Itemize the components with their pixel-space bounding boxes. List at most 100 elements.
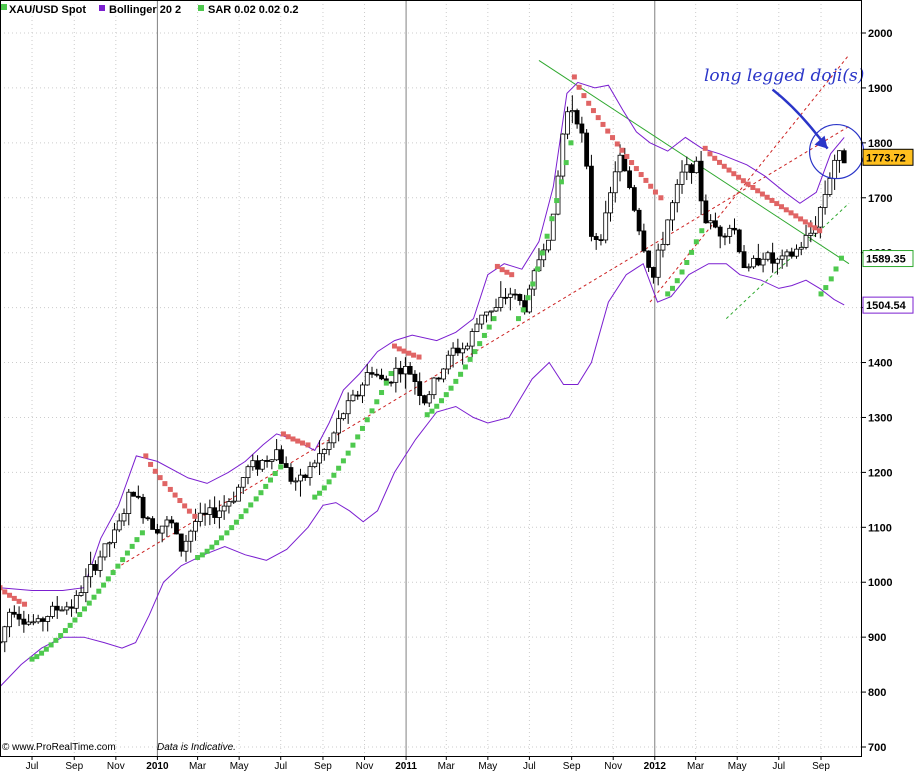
price-label-layer: 1773.72 1589.35 1504.54 (862, 148, 914, 314)
legend-swatch-sar (198, 5, 204, 11)
sar-marker (62, 628, 68, 634)
candle-body (135, 495, 141, 498)
sar-marker (305, 442, 311, 448)
sar-marker (58, 633, 64, 639)
sar-marker (658, 195, 664, 201)
candle-body (584, 132, 590, 167)
sar-marker (53, 637, 59, 643)
candle-body (188, 530, 194, 542)
x-tick-label: May (728, 761, 747, 772)
sar-marker (157, 475, 163, 481)
sar-marker (224, 530, 230, 536)
candle-body (360, 384, 365, 397)
sar-marker (779, 204, 785, 210)
candle-body (240, 477, 246, 488)
candle-body (660, 243, 666, 251)
candle-body (379, 374, 384, 380)
candle-body (417, 381, 423, 397)
price-label-box (862, 250, 914, 268)
annotation-text: long legged doji(s) (704, 66, 864, 86)
x-tick-label: Sep (314, 761, 332, 772)
sar-marker (152, 468, 158, 474)
candle-body (507, 293, 513, 298)
candle-body (264, 459, 270, 462)
candle-body (112, 529, 117, 544)
candle-body (503, 296, 508, 299)
sar-marker (648, 183, 654, 189)
candle-body (770, 252, 776, 264)
candle-body (579, 123, 585, 134)
sar-marker (110, 570, 116, 576)
sar-marker (22, 601, 28, 607)
trendline (725, 202, 850, 319)
candle-body (817, 207, 823, 228)
sar-marker (429, 408, 435, 414)
sar-marker (148, 461, 154, 467)
sar-marker (750, 184, 756, 190)
y-tick-label: 800 (868, 687, 886, 699)
sar-marker (199, 552, 205, 558)
candle-body (398, 367, 404, 375)
x-tick-label: Mar (687, 761, 705, 772)
x-tick-label: 2010 (146, 761, 169, 772)
sar-marker (702, 145, 708, 151)
candle-body (560, 133, 566, 177)
sar-marker (434, 403, 440, 409)
sar-marker (218, 535, 224, 541)
sar-marker (272, 471, 278, 477)
candle-body (746, 266, 752, 269)
candle-body (455, 347, 461, 354)
sar-marker (535, 266, 541, 272)
candle-body (278, 449, 284, 464)
sar-marker (391, 343, 397, 349)
sar-marker (774, 201, 780, 207)
candle-body (641, 230, 647, 252)
candle-body (30, 621, 36, 624)
candle-body (92, 564, 98, 571)
candle-body (150, 518, 156, 530)
sar-marker (2, 589, 8, 595)
candle-body (808, 232, 814, 236)
candle-body (388, 381, 394, 384)
candle-body (450, 347, 456, 356)
candle-body (336, 418, 342, 434)
candle-body (21, 618, 27, 625)
candle-body (488, 310, 494, 313)
x-tick-label: Jul (26, 761, 39, 772)
x-tick-label: Mar (189, 761, 207, 772)
candle-body (670, 202, 675, 221)
sar-marker (326, 479, 332, 485)
sar-marker (486, 324, 492, 330)
sar-marker (364, 417, 370, 423)
y-tick-label: 1400 (868, 358, 892, 370)
sar-marker (248, 502, 254, 508)
candle-body (546, 239, 551, 251)
sar-marker (388, 371, 394, 377)
candle-body (636, 209, 642, 232)
sar-marker (172, 492, 178, 498)
legend-bollinger: Bollinger 20 2 (109, 4, 181, 16)
candle-body (236, 486, 241, 502)
sar-marker (285, 434, 291, 440)
y-tick-label: 1300 (868, 412, 892, 424)
sar-marker (679, 269, 685, 275)
candle-body (40, 618, 46, 622)
candle-body (484, 311, 489, 316)
legend-swatch-bollinger (99, 5, 105, 11)
sar-marker (798, 216, 804, 222)
sar-marker (96, 588, 102, 594)
sar-marker (86, 600, 92, 606)
sar-marker (317, 490, 323, 496)
candle-layer (0, 95, 847, 653)
sar-marker (312, 494, 318, 500)
candle-body (445, 354, 451, 370)
sar-marker (267, 477, 273, 483)
y-tick-label: 2000 (868, 28, 892, 40)
sar-marker (124, 550, 130, 556)
candle-body (97, 556, 103, 571)
footer-copyright: © www.ProRealTime.com (2, 742, 116, 753)
sar-marker (731, 171, 737, 177)
sar-marker (396, 346, 402, 352)
sar-marker (764, 194, 770, 200)
sar-marker (186, 508, 192, 514)
